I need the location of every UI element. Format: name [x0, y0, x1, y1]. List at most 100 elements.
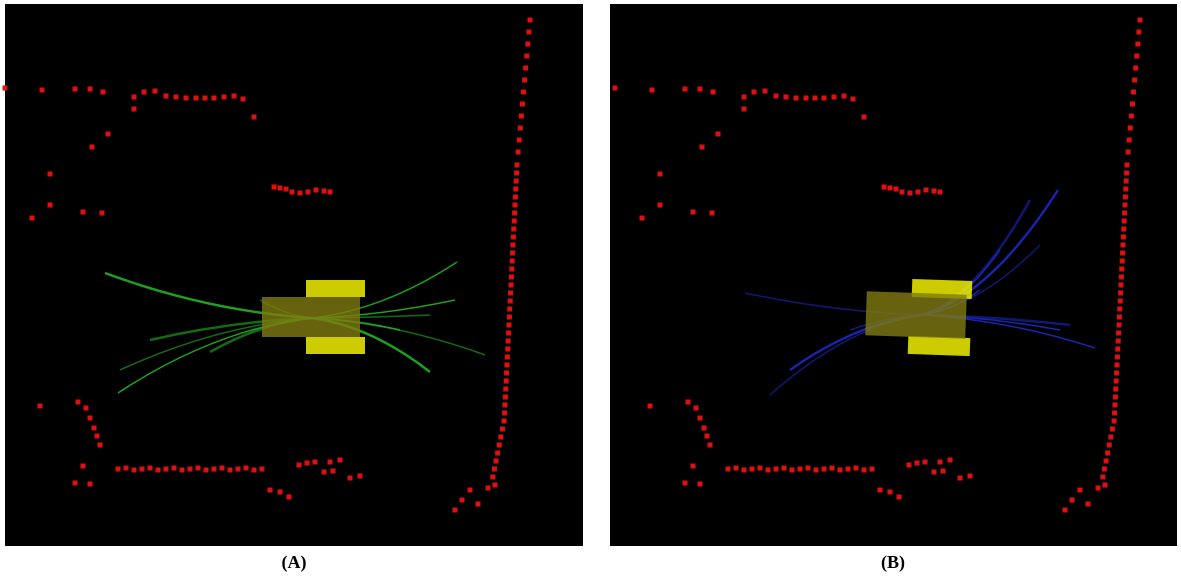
scan-point	[1113, 378, 1119, 384]
scan-point	[850, 96, 856, 102]
scan-point	[337, 457, 343, 463]
scan-point	[915, 189, 921, 195]
scan-point	[861, 467, 867, 473]
scan-point	[853, 465, 859, 471]
scan-point	[877, 487, 883, 493]
robot-part	[865, 291, 967, 339]
scan-point	[195, 465, 201, 471]
scan-point	[202, 95, 208, 101]
panel-label: (B)	[881, 552, 905, 573]
scan-point	[526, 29, 532, 35]
scan-point	[515, 149, 521, 155]
scan-point	[1118, 290, 1124, 296]
scan-point	[277, 185, 283, 191]
scan-point	[512, 194, 518, 200]
scan-point	[710, 89, 716, 95]
scan-point	[503, 386, 509, 392]
panel-label: (A)	[282, 552, 307, 573]
scan-point	[87, 415, 93, 421]
scan-point	[1136, 29, 1142, 35]
scan-point	[829, 465, 835, 471]
scan-point	[1122, 202, 1128, 208]
scan-point	[518, 113, 524, 119]
scan-point	[685, 399, 691, 405]
scan-point	[517, 125, 523, 131]
scan-point	[29, 215, 35, 221]
scan-point	[80, 463, 86, 469]
scan-point	[762, 88, 768, 94]
scan-point	[937, 189, 943, 195]
scan-point	[211, 466, 217, 472]
scan-point	[1100, 474, 1106, 480]
scan-point	[504, 354, 510, 360]
scan-point	[83, 405, 89, 411]
scan-point	[524, 53, 530, 59]
scan-point	[896, 494, 902, 500]
scan-point	[277, 489, 283, 495]
scan-point	[1112, 402, 1118, 408]
scan-point	[187, 466, 193, 472]
scan-point	[1124, 170, 1130, 176]
scan-point	[72, 480, 78, 486]
scan-point	[91, 425, 97, 431]
scan-point	[697, 481, 703, 487]
scan-point	[80, 209, 86, 215]
scan-point	[861, 114, 867, 120]
scan-point	[271, 184, 277, 190]
scan-point	[304, 460, 310, 466]
scan-point	[783, 94, 789, 100]
scan-point	[512, 210, 518, 216]
scan-point	[131, 467, 137, 473]
scan-point	[1116, 314, 1122, 320]
scan-point	[922, 459, 928, 465]
scan-point	[725, 466, 731, 472]
scan-point	[152, 88, 158, 94]
panel-a	[2, 17, 533, 513]
scan-point	[1117, 306, 1123, 312]
scan-point	[171, 465, 177, 471]
scan-point	[1122, 210, 1128, 216]
scan-point	[321, 188, 327, 194]
scan-point	[704, 433, 710, 439]
scan-point	[510, 250, 516, 256]
scan-point	[1132, 77, 1138, 83]
scan-point	[741, 467, 747, 473]
scan-point	[805, 465, 811, 471]
scan-point	[1118, 282, 1124, 288]
scan-point	[97, 442, 103, 448]
scan-point	[1131, 89, 1137, 95]
scan-point	[899, 189, 905, 195]
scan-point	[715, 131, 721, 137]
scan-point	[297, 190, 303, 196]
scan-point	[947, 457, 953, 463]
scan-point	[1135, 41, 1141, 47]
scan-point	[649, 87, 655, 93]
scan-point	[907, 190, 913, 196]
scan-point	[183, 95, 189, 101]
scan-point	[313, 187, 319, 193]
scan-point	[707, 442, 713, 448]
scan-point	[682, 86, 688, 92]
scan-point	[751, 89, 757, 95]
scan-point	[327, 189, 333, 195]
scan-point	[347, 475, 353, 481]
scan-point	[789, 467, 795, 473]
panel-b	[612, 17, 1143, 513]
scan-point	[931, 469, 937, 475]
scan-point	[647, 403, 653, 409]
scan-point	[289, 189, 295, 195]
scan-point	[491, 466, 497, 472]
scan-point	[757, 465, 763, 471]
scan-point	[502, 394, 508, 400]
scan-point	[506, 314, 512, 320]
scan-point	[179, 467, 185, 473]
scan-point	[459, 497, 465, 503]
scan-point	[906, 462, 912, 468]
scan-point	[485, 485, 491, 491]
scan-point	[312, 459, 318, 465]
scan-point	[812, 95, 818, 101]
scan-point	[1114, 362, 1120, 368]
scan-point	[1112, 394, 1118, 400]
scan-point	[733, 465, 739, 471]
